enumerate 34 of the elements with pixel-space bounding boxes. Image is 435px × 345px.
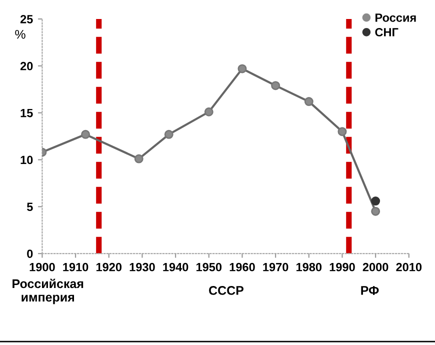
x-tick-label: 1910 — [63, 262, 88, 272]
legend-label: СНГ — [375, 28, 398, 36]
y-axis-title: % — [15, 30, 26, 39]
x-tick-label: 1950 — [196, 262, 222, 272]
text: СССР — [209, 286, 244, 295]
x-tick-label: 1970 — [263, 262, 288, 272]
y-tick-label: 15 — [20, 108, 33, 118]
x-tick-label: 2010 — [396, 262, 422, 272]
point — [81, 130, 90, 139]
point — [271, 81, 280, 90]
y-tick-label: 20 — [20, 62, 33, 70]
text: Российская империя — [12, 278, 84, 304]
x-tick-label: 1960 — [230, 262, 255, 272]
point — [204, 107, 214, 116]
point — [371, 206, 380, 216]
y-tick-label: 25 — [20, 15, 33, 24]
y-tick-label: 10 — [20, 156, 33, 164]
text: РФ — [361, 286, 379, 295]
point — [164, 130, 174, 139]
x-tick-label: 1990 — [330, 262, 355, 272]
point — [238, 64, 247, 74]
x-tick-label: 1940 — [163, 262, 188, 272]
point — [134, 154, 144, 164]
point — [371, 196, 380, 206]
x-tick-label: 2000 — [362, 262, 388, 272]
point — [304, 97, 314, 106]
legend-label: Россия — [375, 14, 416, 22]
point — [338, 127, 347, 136]
y-tick-label: 0 — [27, 250, 33, 258]
x-tick-label: 1930 — [130, 262, 155, 272]
x-tick-label: 1920 — [96, 262, 122, 272]
x-tick-label: 1900 — [30, 262, 55, 272]
x-tick-label: 1980 — [296, 262, 322, 272]
y-tick-label: 5 — [26, 202, 33, 212]
